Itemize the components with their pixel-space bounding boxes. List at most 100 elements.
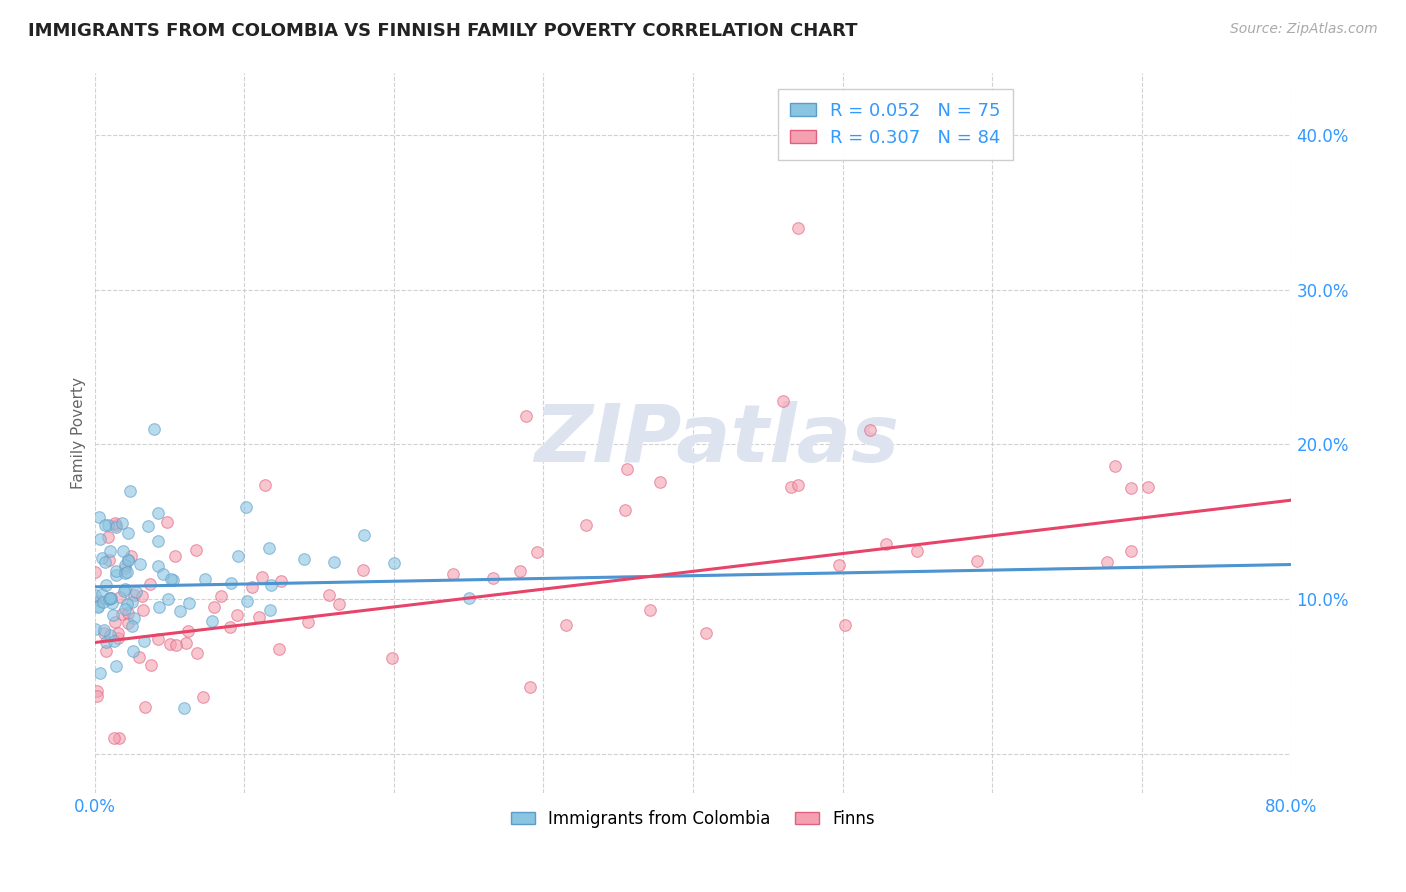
Point xyxy=(96,578,118,592)
Point xyxy=(162,573,184,587)
Point xyxy=(107,631,129,645)
Point xyxy=(352,563,374,577)
Point xyxy=(118,483,141,498)
Point xyxy=(966,554,988,568)
Text: ZIPatlas: ZIPatlas xyxy=(534,401,900,479)
Point xyxy=(267,642,290,657)
Point xyxy=(219,620,242,634)
Point xyxy=(117,552,139,566)
Point xyxy=(105,659,128,673)
Point xyxy=(152,567,174,582)
Point xyxy=(101,596,124,610)
Point xyxy=(201,614,224,628)
Point xyxy=(117,553,139,567)
Point xyxy=(834,618,856,632)
Point xyxy=(1104,459,1126,474)
Point xyxy=(146,559,169,574)
Point xyxy=(574,518,596,533)
Point xyxy=(100,591,122,605)
Point xyxy=(193,690,215,704)
Point xyxy=(136,519,159,533)
Point xyxy=(87,599,110,614)
Point xyxy=(121,619,143,633)
Point xyxy=(94,643,117,657)
Point xyxy=(160,572,183,586)
Point xyxy=(107,731,129,746)
Point xyxy=(91,595,114,609)
Point xyxy=(86,683,108,698)
Point xyxy=(250,569,273,583)
Legend: Immigrants from Colombia, Finns: Immigrants from Colombia, Finns xyxy=(505,804,882,835)
Point xyxy=(905,544,928,558)
Point xyxy=(875,537,897,551)
Point xyxy=(772,394,794,409)
Point xyxy=(131,589,153,603)
Point xyxy=(122,610,145,624)
Point xyxy=(225,607,247,622)
Point xyxy=(616,462,638,476)
Point xyxy=(186,646,208,660)
Point xyxy=(94,634,117,648)
Point xyxy=(98,591,121,606)
Point xyxy=(169,604,191,618)
Point xyxy=(297,615,319,629)
Point xyxy=(115,597,138,611)
Point xyxy=(165,638,187,652)
Point xyxy=(257,541,280,555)
Point xyxy=(89,665,111,680)
Point xyxy=(93,623,115,637)
Point xyxy=(104,568,127,582)
Point xyxy=(84,565,107,579)
Point xyxy=(93,625,115,640)
Text: IMMIGRANTS FROM COLOMBIA VS FINNISH FAMILY POVERTY CORRELATION CHART: IMMIGRANTS FROM COLOMBIA VS FINNISH FAMI… xyxy=(28,22,858,40)
Point xyxy=(209,589,232,603)
Point xyxy=(117,525,139,540)
Point xyxy=(259,602,281,616)
Point xyxy=(114,558,136,573)
Point xyxy=(613,503,636,517)
Point xyxy=(554,618,576,632)
Point xyxy=(104,517,127,532)
Point xyxy=(648,475,671,489)
Point xyxy=(117,615,139,630)
Point xyxy=(786,477,808,491)
Point xyxy=(117,606,139,620)
Point xyxy=(112,544,135,558)
Point xyxy=(638,603,661,617)
Point xyxy=(141,658,163,673)
Point xyxy=(97,518,120,533)
Point xyxy=(97,592,120,607)
Point xyxy=(114,602,136,616)
Point xyxy=(91,551,114,566)
Point xyxy=(695,626,717,640)
Point xyxy=(194,572,217,586)
Point xyxy=(260,577,283,591)
Point xyxy=(94,555,117,569)
Point xyxy=(112,584,135,599)
Point xyxy=(103,633,125,648)
Point xyxy=(226,549,249,563)
Point xyxy=(1136,480,1159,494)
Point xyxy=(104,615,127,629)
Point xyxy=(125,584,148,599)
Point xyxy=(457,591,479,605)
Point xyxy=(382,556,405,570)
Point xyxy=(148,506,170,520)
Point xyxy=(87,599,110,614)
Point xyxy=(107,626,129,640)
Point xyxy=(163,549,186,563)
Point xyxy=(221,575,243,590)
Point xyxy=(110,516,132,530)
Point xyxy=(124,588,146,602)
Point xyxy=(103,731,125,746)
Point xyxy=(176,636,198,650)
Point xyxy=(780,480,803,494)
Point xyxy=(526,544,548,558)
Point xyxy=(509,564,531,578)
Point xyxy=(1121,481,1143,495)
Point xyxy=(84,622,107,636)
Point xyxy=(1095,556,1118,570)
Point xyxy=(97,553,120,567)
Point xyxy=(156,515,179,529)
Point xyxy=(270,574,292,588)
